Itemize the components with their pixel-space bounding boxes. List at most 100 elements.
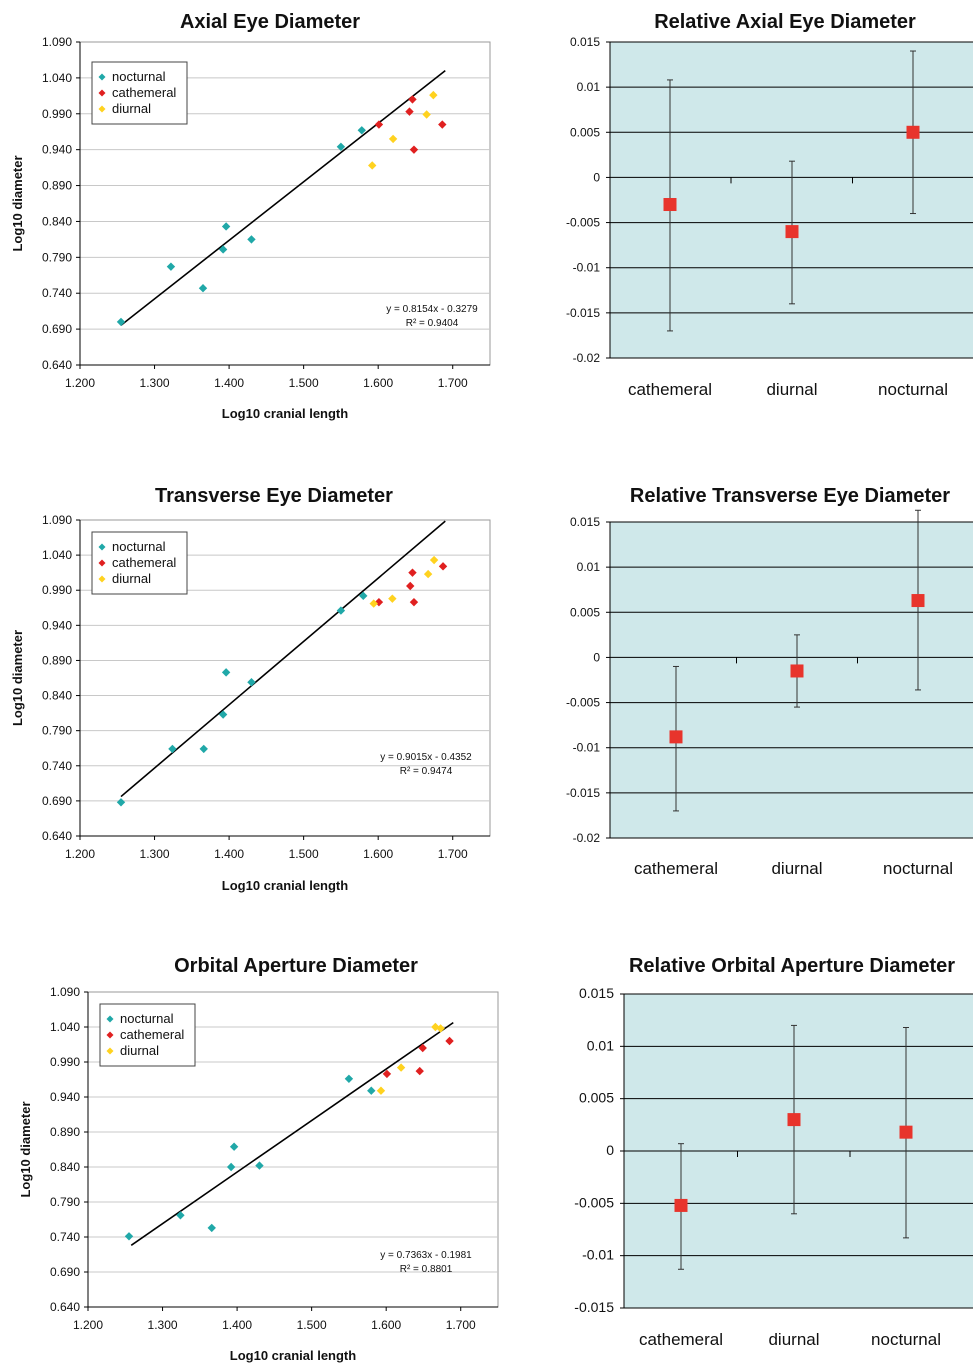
y-tick-label: 0.840 <box>42 214 72 228</box>
y-tick-label: 0.890 <box>42 653 72 667</box>
relative-transverse-chart: Relative Transverse Eye Diameter 0.015 0.0… <box>566 485 973 878</box>
y-tick-label: 0.640 <box>42 358 72 372</box>
y-tick-label: 0.740 <box>50 1230 80 1244</box>
y-tick-label: 0.015 <box>570 515 600 529</box>
legend-label-nocturnal: nocturnal <box>112 539 166 554</box>
legend-label-nocturnal: nocturnal <box>112 69 166 84</box>
x-tick-label: 1.600 <box>363 376 393 390</box>
data-point-cathemeral <box>409 145 419 154</box>
relative-orbital-chart: Relative Orbital Aperture Diameter 0.015 0… <box>574 955 973 1349</box>
y-tick-label: 0.890 <box>50 1125 80 1139</box>
mean-marker-nocturnal <box>911 594 925 608</box>
x-tick-label: 1.400 <box>214 847 244 861</box>
data-point-nocturnal <box>247 235 256 244</box>
x-tick-label: 1.200 <box>65 376 95 390</box>
legend-marker-cathemeral <box>106 1031 114 1039</box>
y-tick-label: 1.040 <box>50 1020 80 1034</box>
y-tick-label: 0.640 <box>42 829 72 843</box>
category-label-diurnal: diurnal <box>766 380 817 399</box>
data-point-nocturnal <box>357 126 366 135</box>
category-label-diurnal: diurnal <box>771 859 822 878</box>
chart-title: Relative Axial Eye Diameter <box>654 11 916 33</box>
x-axis-label: Log10 cranial length <box>222 878 348 893</box>
data-point-cathemeral <box>438 120 447 129</box>
y-tick-label: 0.690 <box>42 794 72 808</box>
data-point-cathemeral <box>408 95 417 104</box>
category-label-nocturnal: nocturnal <box>871 1330 941 1349</box>
y-tick-label: 0 <box>606 1142 614 1158</box>
legend-label-diurnal: diurnal <box>112 571 151 586</box>
chart-title: Relative Transverse Eye Diameter <box>630 485 950 507</box>
legend-marker-nocturnal <box>98 73 106 81</box>
y-tick-label: -0.005 <box>574 1194 614 1210</box>
x-tick-label: 1.200 <box>73 1318 103 1332</box>
legend-marker-cathemeral <box>98 559 106 567</box>
y-tick-label: -0.015 <box>574 1299 614 1315</box>
data-point-diurnal <box>396 1063 406 1072</box>
y-tick-label: 0.01 <box>587 1037 614 1053</box>
data-point-nocturnal <box>199 744 208 754</box>
data-point-nocturnal <box>255 1161 264 1170</box>
trendline-r2: R² = 0.9404 <box>406 318 459 329</box>
chart-title: Orbital Aperture Diameter <box>174 955 418 977</box>
y-tick-label: -0.005 <box>566 696 600 710</box>
legend-marker-diurnal <box>98 575 106 583</box>
trendline <box>120 69 446 326</box>
y-axis-label: Log10 diameter <box>10 630 25 726</box>
y-tick-label: 0.790 <box>42 250 72 264</box>
trendline <box>120 520 446 798</box>
trendline-r2: R² = 0.9474 <box>400 766 453 777</box>
x-tick-label: 1.700 <box>438 376 468 390</box>
y-tick-label: 0.990 <box>50 1055 80 1069</box>
data-point-diurnal <box>388 134 398 144</box>
legend-label-cathemeral: cathemeral <box>120 1027 184 1042</box>
y-tick-label: 1.040 <box>42 548 72 562</box>
y-tick-label: 0.740 <box>42 286 72 300</box>
data-point-diurnal <box>422 110 431 119</box>
y-tick-label: 0.005 <box>579 1090 614 1106</box>
mean-marker-nocturnal <box>899 1125 913 1139</box>
orbital-scatter-chart: Orbital Aperture Diameter 0.640 0.690 0.740… <box>18 955 499 1363</box>
y-tick-label: 0.790 <box>42 724 72 738</box>
mean-marker-cathemeral <box>674 1198 688 1212</box>
trendline-equation: y = 0.7363x - 0.1981 <box>380 1250 472 1261</box>
y-tick-label: 0 <box>593 170 600 184</box>
chart-title: Transverse Eye Diameter <box>155 485 393 507</box>
trendline-equation: y = 0.9015x - 0.4352 <box>380 752 472 763</box>
trendline-r2: R² = 0.8801 <box>400 1264 453 1275</box>
relative-axial-chart: Relative Axial Eye Diameter 0.015 0.01 0.00… <box>566 11 973 399</box>
x-tick-label: 1.700 <box>446 1318 476 1332</box>
legend-marker-cathemeral <box>98 89 106 97</box>
data-point-cathemeral <box>418 1043 427 1053</box>
data-point-nocturnal <box>116 317 126 327</box>
data-point-nocturnal <box>218 245 228 254</box>
data-point-diurnal <box>369 599 378 608</box>
x-tick-label: 1.300 <box>140 847 170 861</box>
axial-scatter-chart: Axial Eye Diameter 0.640 0.690 0.740 0.790 0.… <box>10 11 491 421</box>
y-tick-label: -0.01 <box>582 1247 614 1263</box>
legend-box <box>99 1003 196 1067</box>
data-point-diurnal <box>436 1024 445 1033</box>
legend-marker-diurnal <box>106 1047 114 1055</box>
y-tick-label: 0.740 <box>42 759 72 773</box>
x-tick-label: 1.600 <box>371 1318 401 1332</box>
y-axis-label: Log10 diameter <box>10 155 25 251</box>
data-point-cathemeral <box>405 107 414 116</box>
legend-label-diurnal: diurnal <box>120 1043 159 1058</box>
y-tick-label: 0.690 <box>42 322 72 336</box>
y-tick-label: 0.015 <box>570 35 600 49</box>
y-tick-label: -0.01 <box>573 261 601 275</box>
y-tick-label: 0.690 <box>50 1265 80 1279</box>
data-point-nocturnal <box>116 798 126 807</box>
y-axis-label: Log10 diameter <box>18 1101 33 1197</box>
y-tick-label: -0.01 <box>573 741 601 755</box>
y-tick-label: 0.005 <box>570 125 600 139</box>
data-point-cathemeral <box>438 562 448 571</box>
data-point-cathemeral <box>382 1069 392 1079</box>
y-tick-label: 1.090 <box>50 985 80 999</box>
data-point-nocturnal <box>336 606 346 615</box>
data-point-nocturnal <box>198 283 208 293</box>
legend-marker-nocturnal <box>106 1015 114 1023</box>
chart-title: Axial Eye Diameter <box>180 11 360 33</box>
y-tick-label: 0.790 <box>50 1195 80 1209</box>
